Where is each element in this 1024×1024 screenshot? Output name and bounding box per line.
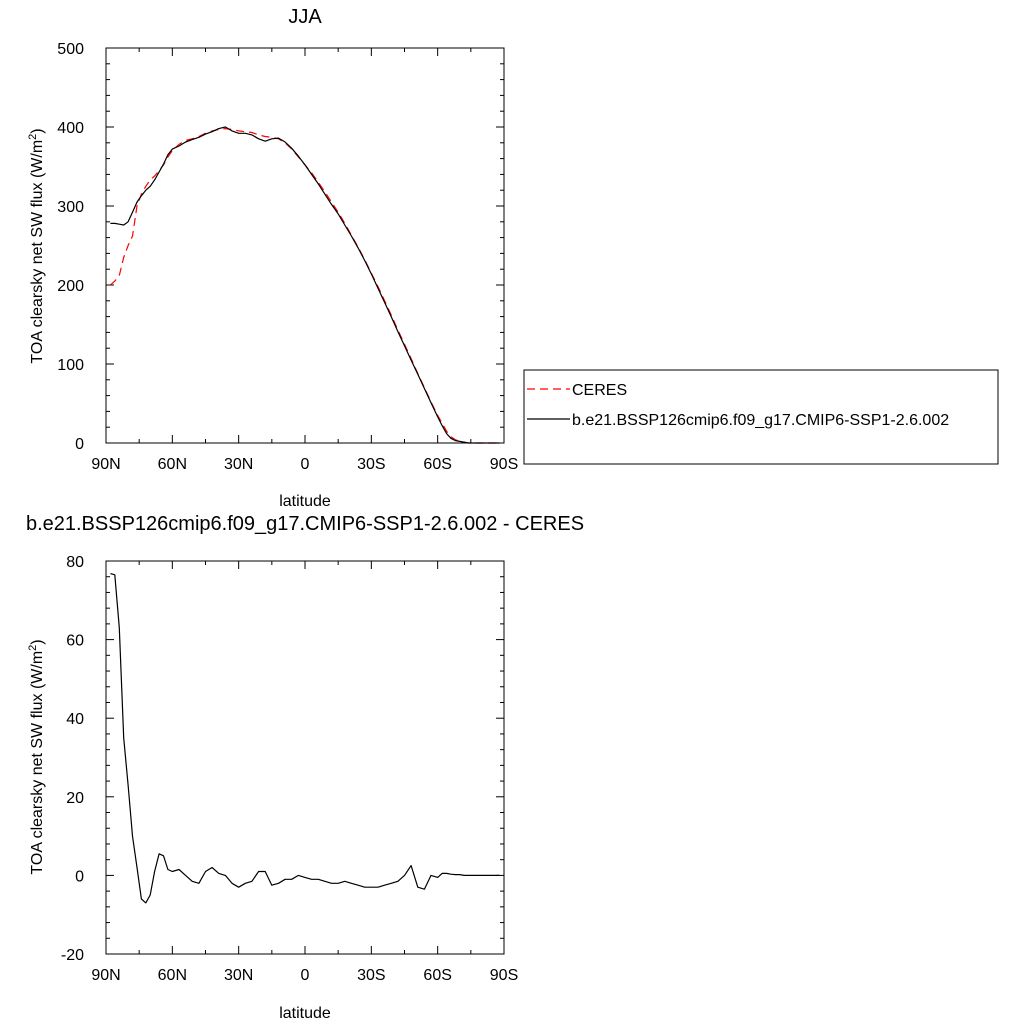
difference-panel: b.e21.BSSP126cmip6.f09_g17.CMIP6-SSP1-2.…	[26, 513, 584, 1022]
x-tick-label: 90N	[91, 967, 120, 984]
legend: CERES b.e21.BSSP126cmip6.f09_g17.CMIP6-S…	[523, 369, 999, 465]
top-panel-tick-labels: 90N 60N 30N 0 30S 60S 90S 0 100 200 300 400 500	[57, 41, 518, 473]
y-tick-label: 400	[57, 120, 84, 137]
bottom-panel-frame	[105, 560, 505, 955]
x-tick-label: 30S	[357, 967, 385, 984]
y-tick-label: 40	[66, 711, 84, 728]
top-panel-ticks	[105, 47, 505, 444]
top-panel-title: JJA	[288, 6, 322, 28]
y-tick-label: 200	[57, 278, 84, 295]
x-tick-label: 90S	[490, 967, 518, 984]
series-line-0	[110, 573, 500, 904]
top-panel-xlabel: latitude	[279, 493, 331, 510]
series-line-1	[110, 126, 500, 444]
y-tick-label: 0	[75, 868, 84, 885]
bottom-panel-ylabel: TOA clearsky net SW flux (W/m2)	[27, 639, 46, 874]
bottom-panel-ticks	[105, 560, 505, 955]
top-panel-frame	[105, 47, 505, 444]
legend-ceres-label: CERES	[572, 382, 627, 399]
bottom-panel-tick-labels: 90N 60N 30N 0 30S 60S 90S -20 0 20 40 60 80	[61, 554, 518, 984]
legend-model-label: b.e21.BSSP126cmip6.f09_g17.CMIP6-SSP1-2.…	[572, 412, 949, 429]
y-tick-label: -20	[61, 947, 84, 964]
x-tick-label: 0	[301, 967, 310, 984]
x-tick-label: 90S	[490, 456, 518, 473]
y-tick-label: 100	[57, 357, 84, 374]
y-tick-label: 0	[75, 436, 84, 453]
x-tick-label: 60S	[423, 967, 451, 984]
y-tick-label: 300	[57, 199, 84, 216]
y-tick-label: 80	[66, 554, 84, 571]
y-tick-label: 60	[66, 633, 84, 650]
x-tick-label: 60N	[158, 456, 187, 473]
x-tick-label: 30N	[224, 456, 253, 473]
x-tick-label: 60N	[158, 967, 187, 984]
y-tick-label: 500	[57, 41, 84, 58]
x-tick-label: 90N	[91, 456, 120, 473]
x-tick-label: 30S	[357, 456, 385, 473]
x-tick-label: 0	[301, 456, 310, 473]
bottom-panel-series	[110, 573, 500, 904]
x-tick-label: 30N	[224, 967, 253, 984]
top-panel-series	[110, 126, 500, 444]
series-line-0	[110, 128, 500, 444]
bottom-panel-xlabel: latitude	[279, 1005, 331, 1022]
bottom-panel-title: b.e21.BSSP126cmip6.f09_g17.CMIP6-SSP1-2.…	[26, 513, 584, 535]
y-tick-label: 20	[66, 790, 84, 807]
x-tick-label: 60S	[423, 456, 451, 473]
legend-box	[523, 369, 999, 465]
top-panel-ylabel: TOA clearsky net SW flux (W/m2)	[27, 128, 46, 363]
climatology-panel: JJA 90N 60N 30N 0 30S 60S 90S0100200300400500 …	[27, 6, 518, 510]
